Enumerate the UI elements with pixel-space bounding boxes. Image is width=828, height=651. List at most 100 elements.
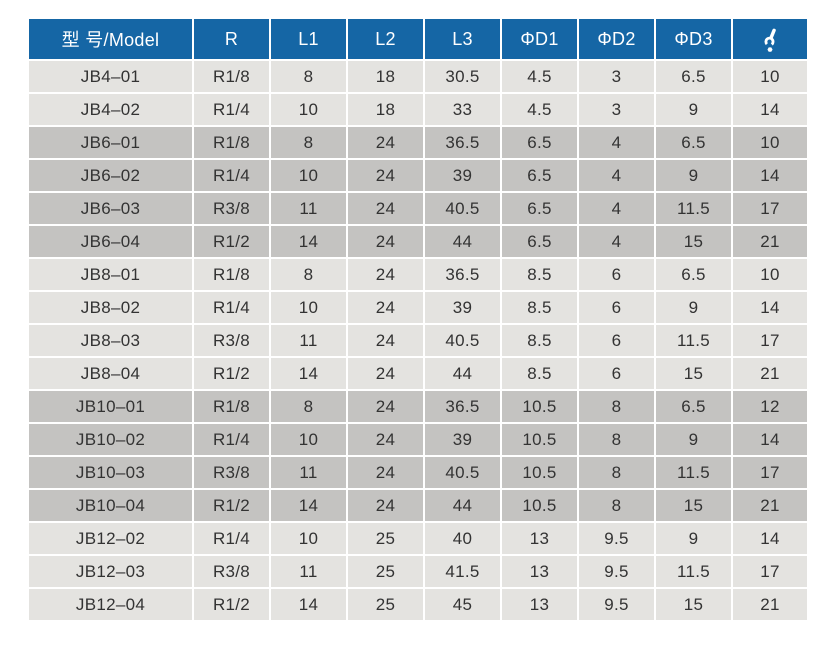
cell-l2: 18 [348, 94, 423, 125]
cell-l2: 25 [348, 523, 423, 554]
cell-d2: 3 [579, 61, 654, 92]
cell-l2: 24 [348, 391, 423, 422]
table-row: JB8–04 R1/2 14 24 44 8.5 6 15 21 [29, 358, 807, 389]
cell-model: JB6–03 [29, 193, 192, 224]
cell-r: R1/4 [194, 94, 269, 125]
cell-model: JB4–01 [29, 61, 192, 92]
table-row: JB12–02 R1/4 10 25 40 13 9.5 9 14 [29, 523, 807, 554]
cell-l3: 45 [425, 589, 500, 620]
cell-d3: 15 [656, 226, 731, 257]
col-header-wrench [733, 19, 807, 59]
cell-l3: 39 [425, 160, 500, 191]
cell-l3: 33 [425, 94, 500, 125]
cell-d3: 11.5 [656, 193, 731, 224]
cell-d1: 4.5 [502, 61, 577, 92]
cell-l2: 24 [348, 127, 423, 158]
cell-l2: 24 [348, 259, 423, 290]
cell-l3: 36.5 [425, 259, 500, 290]
cell-l2: 25 [348, 589, 423, 620]
cell-d2: 8 [579, 490, 654, 521]
cell-l3: 44 [425, 358, 500, 389]
cell-d1: 13 [502, 556, 577, 587]
cell-r: R1/8 [194, 259, 269, 290]
cell-l1: 8 [271, 127, 346, 158]
table-row: JB12–03 R3/8 11 25 41.5 13 9.5 11.5 17 [29, 556, 807, 587]
col-header-l2: L2 [348, 19, 423, 59]
cell-d3: 9 [656, 94, 731, 125]
cell-d1: 6.5 [502, 193, 577, 224]
cell-d1: 13 [502, 589, 577, 620]
cell-d2: 9.5 [579, 523, 654, 554]
cell-l3: 41.5 [425, 556, 500, 587]
cell-wrench: 21 [733, 226, 807, 257]
cell-l2: 24 [348, 193, 423, 224]
cell-wrench: 10 [733, 127, 807, 158]
cell-l2: 25 [348, 556, 423, 587]
cell-r: R1/2 [194, 589, 269, 620]
cell-l3: 39 [425, 424, 500, 455]
cell-d2: 6 [579, 292, 654, 323]
cell-model: JB6–02 [29, 160, 192, 191]
cell-wrench: 21 [733, 490, 807, 521]
cell-d3: 15 [656, 589, 731, 620]
cell-l3: 40.5 [425, 325, 500, 356]
cell-r: R1/4 [194, 160, 269, 191]
cell-l1: 14 [271, 358, 346, 389]
cell-model: JB8–01 [29, 259, 192, 290]
cell-d2: 4 [579, 160, 654, 191]
cell-model: JB12–03 [29, 556, 192, 587]
cell-d2: 9.5 [579, 556, 654, 587]
cell-d3: 9 [656, 292, 731, 323]
cell-d3: 6.5 [656, 391, 731, 422]
cell-d3: 9 [656, 160, 731, 191]
cell-l1: 14 [271, 226, 346, 257]
cell-d1: 10.5 [502, 424, 577, 455]
cell-d1: 10.5 [502, 391, 577, 422]
cell-l2: 18 [348, 61, 423, 92]
table-row: JB4–01 R1/8 8 18 30.5 4.5 3 6.5 10 [29, 61, 807, 92]
cell-r: R1/4 [194, 292, 269, 323]
cell-l3: 39 [425, 292, 500, 323]
cell-r: R1/2 [194, 226, 269, 257]
table-row: JB6–02 R1/4 10 24 39 6.5 4 9 14 [29, 160, 807, 191]
cell-d1: 8.5 [502, 358, 577, 389]
cell-d2: 8 [579, 457, 654, 488]
cell-l1: 8 [271, 259, 346, 290]
cell-wrench: 10 [733, 259, 807, 290]
cell-model: JB10–01 [29, 391, 192, 422]
cell-l3: 40.5 [425, 457, 500, 488]
cell-r: R1/2 [194, 358, 269, 389]
cell-wrench: 21 [733, 589, 807, 620]
cell-model: JB8–02 [29, 292, 192, 323]
cell-r: R3/8 [194, 325, 269, 356]
cell-wrench: 17 [733, 193, 807, 224]
cell-l2: 24 [348, 160, 423, 191]
cell-l3: 30.5 [425, 61, 500, 92]
cell-d2: 4 [579, 226, 654, 257]
cell-r: R1/4 [194, 523, 269, 554]
cell-l2: 24 [348, 325, 423, 356]
cell-wrench: 14 [733, 94, 807, 125]
cell-wrench: 17 [733, 556, 807, 587]
cell-r: R1/4 [194, 424, 269, 455]
cell-d2: 8 [579, 391, 654, 422]
cell-d1: 10.5 [502, 490, 577, 521]
cell-d1: 6.5 [502, 226, 577, 257]
table-row: JB8–01 R1/8 8 24 36.5 8.5 6 6.5 10 [29, 259, 807, 290]
cell-d1: 8.5 [502, 325, 577, 356]
cell-l3: 40 [425, 523, 500, 554]
cell-l1: 11 [271, 457, 346, 488]
table-row: JB10–02 R1/4 10 24 39 10.5 8 9 14 [29, 424, 807, 455]
cell-d3: 11.5 [656, 325, 731, 356]
cell-d2: 9.5 [579, 589, 654, 620]
cell-l1: 8 [271, 391, 346, 422]
cell-model: JB12–04 [29, 589, 192, 620]
cell-wrench: 14 [733, 523, 807, 554]
table-row: JB10–01 R1/8 8 24 36.5 10.5 8 6.5 12 [29, 391, 807, 422]
cell-l1: 11 [271, 556, 346, 587]
cell-r: R1/8 [194, 61, 269, 92]
cell-l1: 10 [271, 94, 346, 125]
cell-d1: 8.5 [502, 259, 577, 290]
cell-r: R1/8 [194, 391, 269, 422]
cell-d1: 8.5 [502, 292, 577, 323]
